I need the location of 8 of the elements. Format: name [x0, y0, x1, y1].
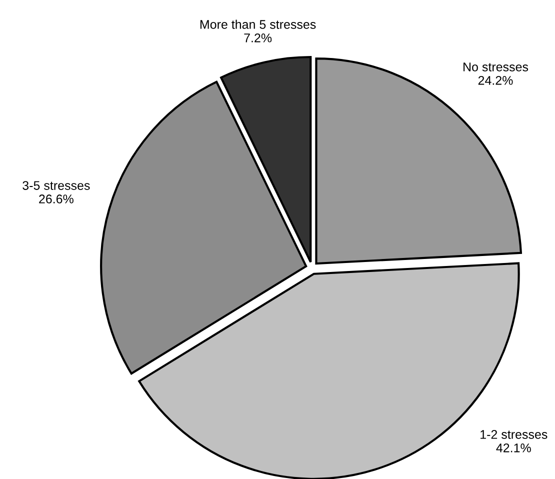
slice-label: 1-2 stresses — [480, 430, 548, 439]
slice-label: No stresses — [464, 62, 528, 72]
data-label: 24.2% — [478, 76, 513, 85]
slice-label: 3-5 stresses — [22, 181, 90, 190]
data-label: 7.2% — [244, 33, 272, 42]
data-label: 42.1% — [496, 443, 531, 452]
slice-label: More than 5 stresses — [200, 20, 316, 29]
data-label: 26.6% — [39, 194, 74, 204]
